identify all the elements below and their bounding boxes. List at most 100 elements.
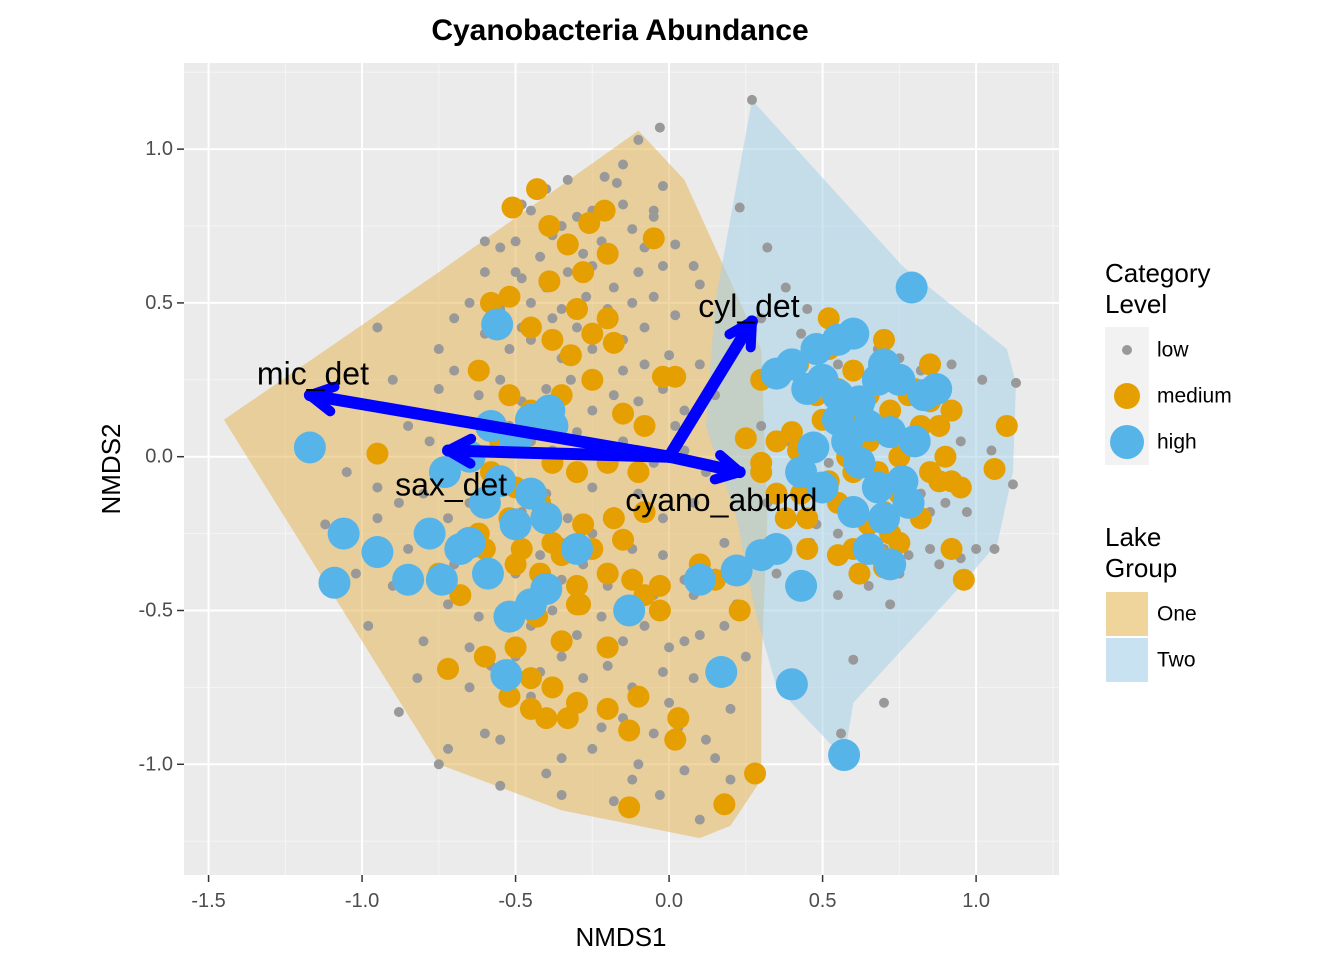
legend-key-one — [1106, 592, 1148, 636]
point-medium — [842, 359, 865, 382]
point-medium — [565, 461, 588, 484]
point-low — [495, 780, 506, 791]
point-high — [613, 594, 646, 627]
point-medium — [519, 667, 542, 690]
axes: -1.5 -1.0 -0.5 0.0 0.5 1.0 -1.0 -0.5 0.0 0.5 1.0 — [139, 138, 990, 912]
point-medium — [526, 178, 549, 201]
y-tick-label: 0.0 — [145, 446, 173, 468]
point-low — [556, 753, 567, 764]
point-medium — [879, 399, 902, 422]
point-low — [562, 174, 573, 185]
point-low — [541, 384, 552, 395]
point-medium — [504, 636, 527, 659]
y-tick-label: 0.5 — [145, 292, 173, 314]
point-low — [639, 620, 650, 631]
point-low — [608, 282, 619, 293]
point-low — [648, 728, 659, 739]
point-medium — [873, 328, 895, 351]
point-medium — [538, 215, 561, 238]
vector-arrow-shaft — [442, 444, 676, 463]
point-low — [780, 282, 791, 293]
point-medium — [556, 707, 579, 730]
point-medium — [498, 685, 521, 708]
point-high — [514, 588, 547, 621]
point-low — [581, 291, 592, 302]
point-low — [433, 384, 444, 395]
point-medium — [467, 359, 490, 382]
point-low — [341, 467, 352, 478]
legend-label-one: One — [1157, 603, 1197, 626]
point-low — [510, 236, 521, 247]
point-high — [800, 333, 833, 366]
point-low — [541, 768, 552, 779]
point-low — [832, 528, 843, 539]
point-low — [393, 497, 404, 508]
point-low — [556, 651, 567, 662]
point-low — [556, 304, 567, 315]
point-low — [611, 177, 622, 188]
point-high — [530, 502, 563, 535]
point-low — [372, 513, 383, 524]
point-high — [425, 563, 458, 596]
point-high — [775, 668, 808, 701]
point-low — [443, 743, 454, 754]
point-high — [490, 659, 523, 692]
point-low — [608, 796, 619, 807]
point-low — [670, 310, 681, 321]
point-medium — [541, 328, 564, 351]
point-low — [885, 599, 896, 610]
point-low — [618, 159, 629, 170]
point-high — [843, 446, 876, 479]
point-high — [413, 517, 446, 550]
point-low — [372, 482, 383, 493]
point-medium — [734, 427, 757, 450]
point-low — [495, 242, 506, 253]
point-medium — [535, 707, 558, 730]
point-low — [802, 304, 813, 315]
point-low — [473, 390, 484, 401]
point-low — [495, 374, 506, 385]
point-low — [433, 759, 444, 770]
point-high — [837, 317, 870, 350]
point-low — [627, 774, 638, 785]
sample-points — [293, 94, 1022, 825]
point-low — [449, 313, 460, 324]
legend-label-two: Two — [1157, 649, 1196, 672]
vector-arrow-head — [724, 316, 757, 353]
point-low — [424, 436, 435, 447]
point-low — [618, 199, 629, 210]
point-low — [562, 267, 573, 278]
point-low — [648, 205, 659, 216]
point-low — [1011, 377, 1022, 388]
point-high — [837, 496, 870, 529]
point-low — [679, 636, 690, 647]
point-high — [843, 385, 876, 418]
point-medium — [504, 553, 527, 576]
point-high — [705, 656, 738, 688]
point-low — [1007, 479, 1018, 490]
point-medium — [538, 270, 561, 293]
point-low — [879, 697, 889, 708]
vector-cyano_abund: cyano_abund — [625, 450, 817, 518]
point-low — [449, 365, 460, 376]
point-low — [504, 344, 515, 355]
point-medium — [593, 199, 616, 222]
point-medium — [826, 544, 849, 567]
vector-label: mic_det — [257, 356, 369, 392]
point-low — [535, 251, 546, 262]
point-high — [361, 536, 394, 569]
point-medium — [664, 365, 687, 388]
point-low — [679, 445, 690, 456]
point-medium — [952, 568, 975, 591]
vector-mic_det: mic_det — [257, 356, 676, 463]
point-low — [664, 697, 675, 708]
point-medium — [596, 307, 619, 330]
point-medium — [618, 796, 641, 819]
point-low — [740, 651, 751, 662]
point-low — [934, 559, 945, 570]
point-medium — [633, 501, 656, 524]
x-tick-label: -1.5 — [191, 890, 225, 912]
point-low — [657, 550, 668, 561]
point-high — [560, 532, 593, 565]
